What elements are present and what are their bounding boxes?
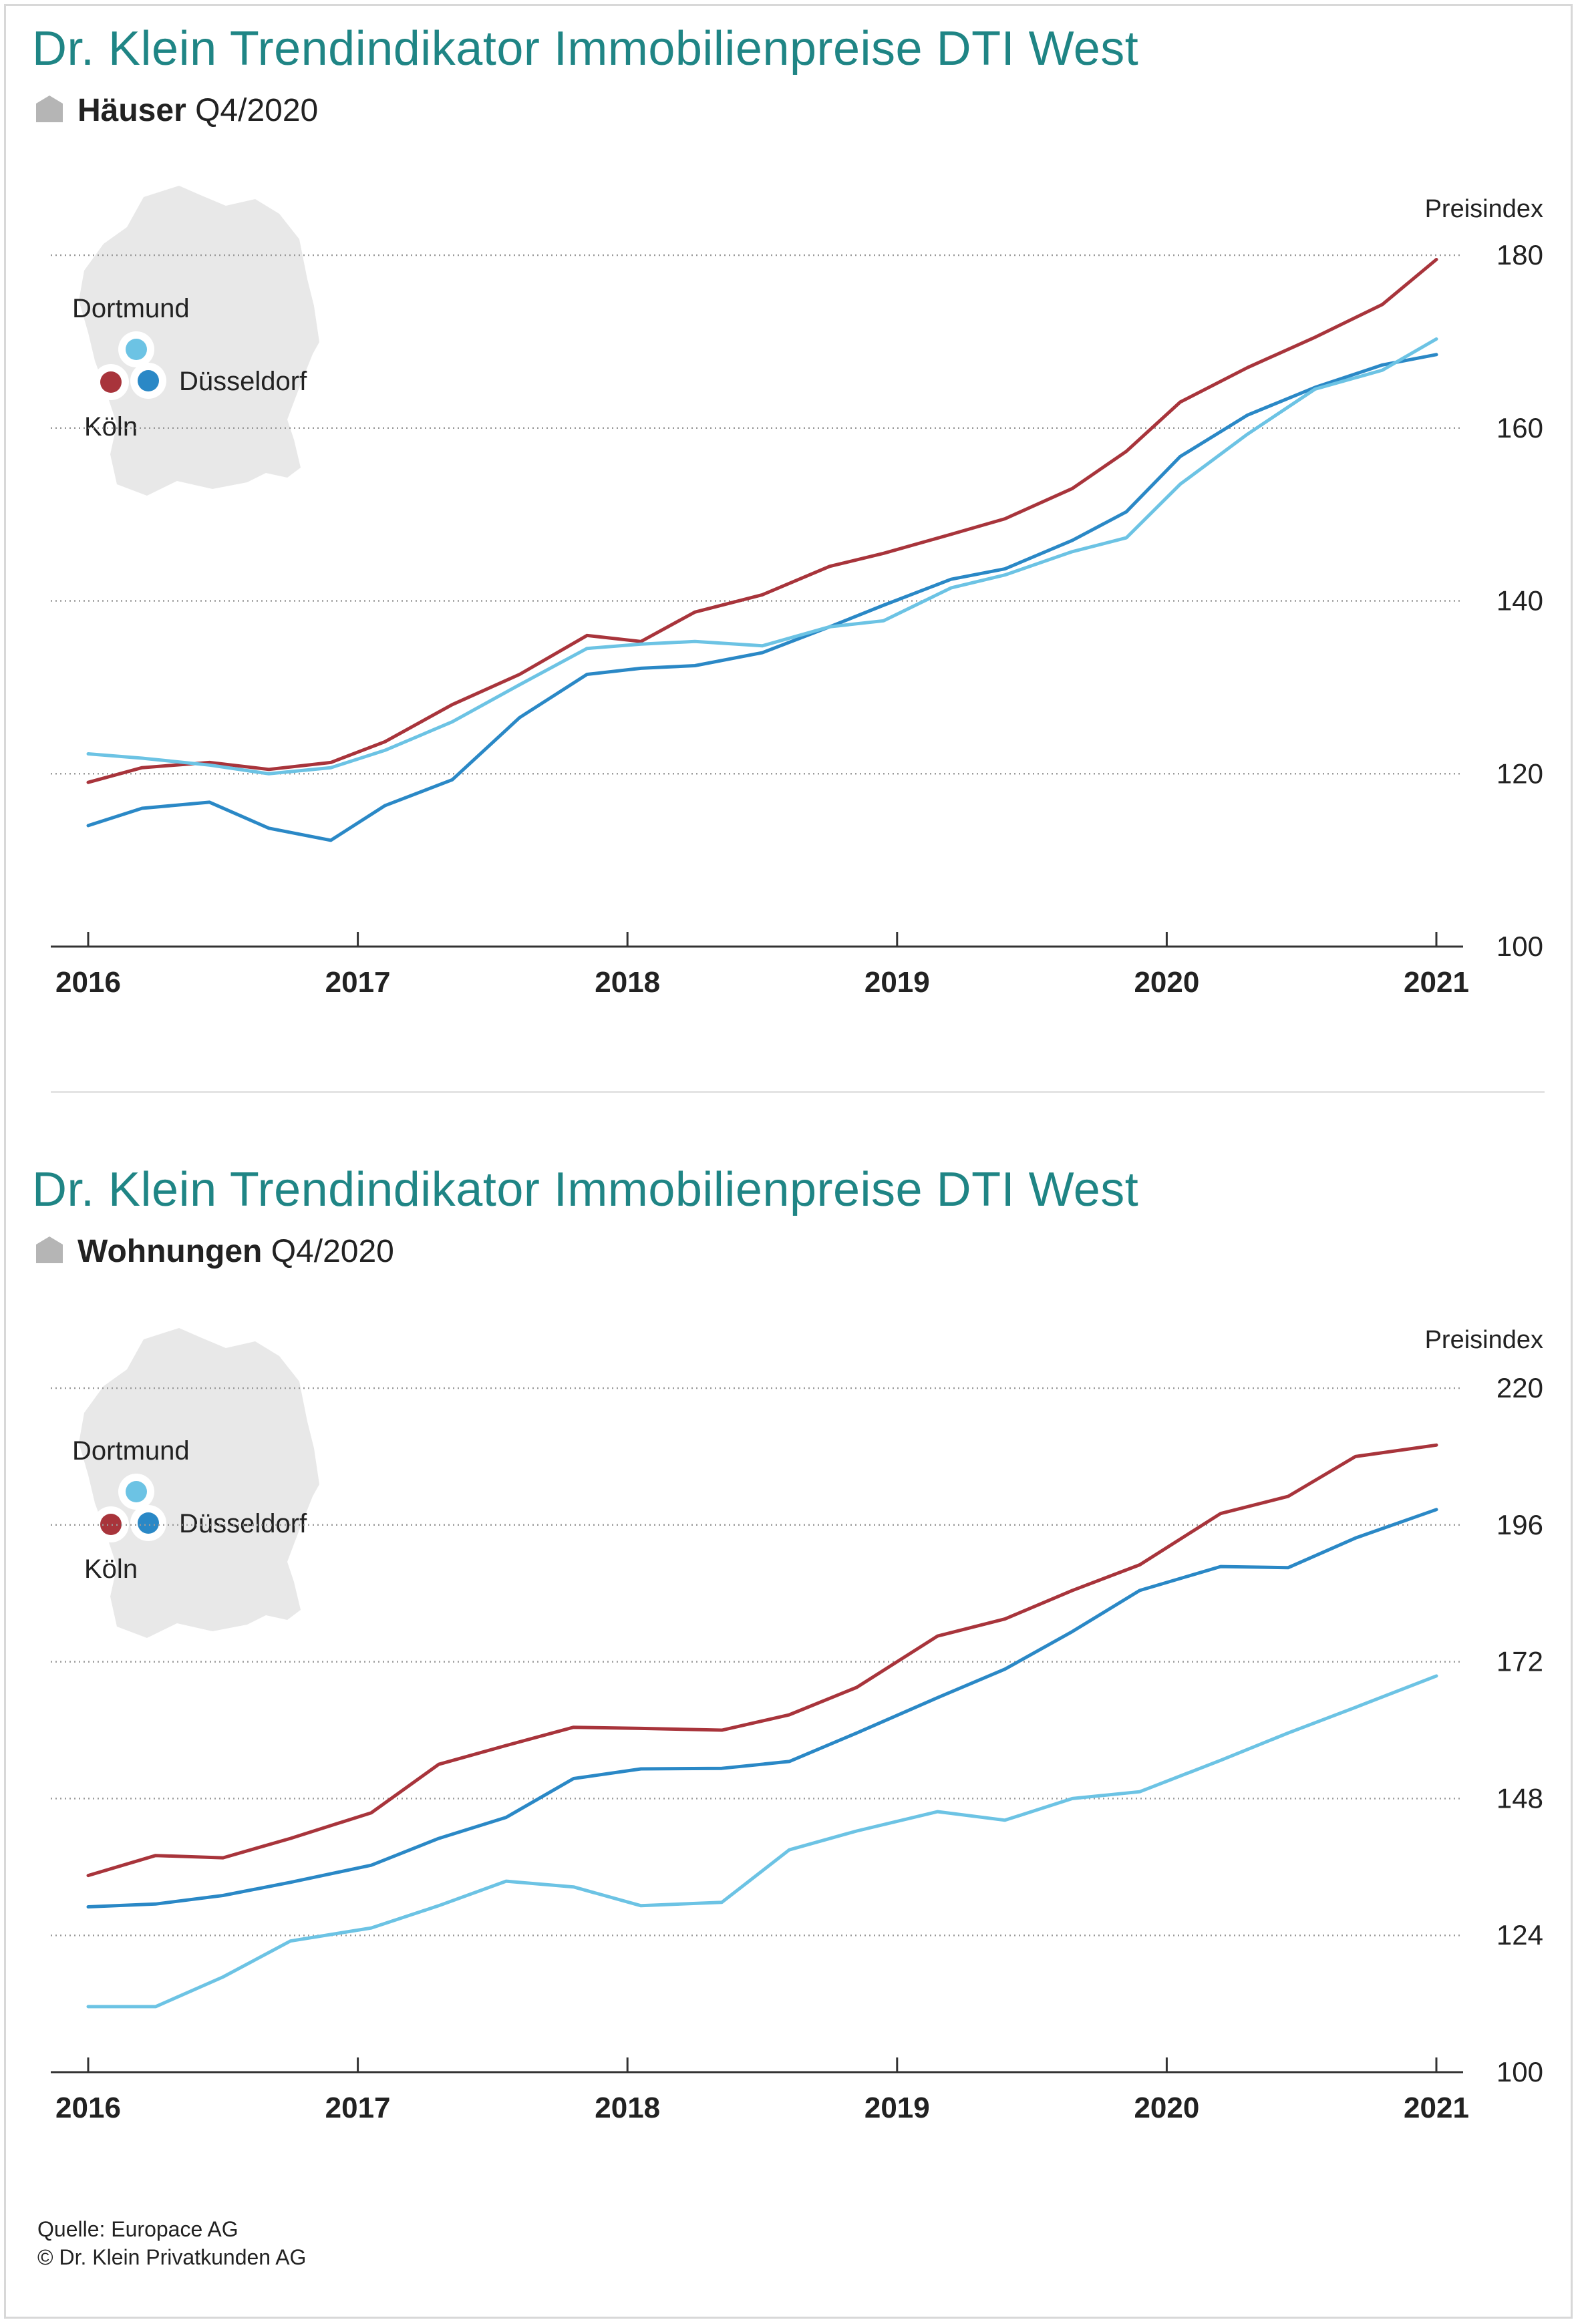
source-text: Quelle: Europace AG (37, 2217, 239, 2241)
y-tick-label: 196 (1496, 1509, 1543, 1540)
section-divider (51, 1091, 1545, 1093)
koeln-dot (100, 371, 122, 393)
x-tick-label: 2020 (1134, 966, 1199, 999)
chart-subtitle-houses: Häuser Q4/2020 (35, 92, 318, 129)
y-tick-label: 172 (1496, 1646, 1543, 1677)
subtitle-category: Wohnungen (77, 1234, 263, 1269)
subtitle-period: Q4/2020 (271, 1234, 394, 1269)
x-tick-label: 2019 (864, 2092, 930, 2124)
chart-houses: Dortmund Düsseldorf Köln Preisindex 100 1… (51, 186, 1543, 999)
city-legend-houses: Dortmund Düsseldorf Köln (72, 294, 307, 442)
x-tick-label: 2019 (864, 966, 930, 999)
legend-label-dortmund: Dortmund (72, 1436, 190, 1466)
chart-title-apartments: Dr. Klein Trendindikator Immobilienpreis… (32, 1163, 1139, 1216)
chart-subtitle-apartments: Wohnungen Q4/2020 (35, 1233, 394, 1270)
x-tick-label: 2021 (1404, 2092, 1469, 2124)
source-note: Quelle: Europace AG © Dr. Klein Privatku… (37, 2215, 306, 2271)
germany-map-shape (79, 186, 319, 496)
x-tick-label: 2018 (595, 2092, 660, 2124)
dortmund-dot (126, 339, 147, 360)
series-line-duesseldorf (86, 1508, 1438, 1908)
y-tick-label: 220 (1496, 1372, 1543, 1403)
germany-map-apartments (79, 1328, 319, 1638)
y-tick-label: 120 (1496, 758, 1543, 789)
legend-label-dortmund: Dortmund (72, 294, 190, 323)
y-axis-label: Preisindex (1425, 1326, 1543, 1354)
series-line-koeln (86, 1443, 1438, 1878)
y-tick-label: 100 (1496, 931, 1543, 962)
series-line-duesseldorf (86, 353, 1438, 842)
x-tick-label: 2016 (55, 966, 121, 999)
series-line-koeln (86, 258, 1438, 784)
y-axis-label: Preisindex (1425, 195, 1543, 223)
house-icon (36, 1236, 63, 1263)
y-tick-label: 140 (1496, 585, 1543, 617)
chart-apartments: Dortmund Düsseldorf Köln Preisindex 100 1… (51, 1326, 1543, 2124)
y-tick-label: 124 (1496, 1919, 1543, 1951)
legend-label-duesseldorf: Düsseldorf (179, 1509, 307, 1538)
x-tick-label: 2016 (55, 2092, 121, 2124)
y-tick-label: 100 (1496, 2056, 1543, 2088)
legend-label-koeln: Köln (84, 412, 138, 442)
legend-label-koeln: Köln (84, 1554, 138, 1584)
series-line-dortmund (86, 337, 1438, 776)
x-tick-label: 2021 (1404, 966, 1469, 999)
chart-title-houses: Dr. Klein Trendindikator Immobilienpreis… (32, 22, 1139, 75)
duesseldorf-dot (138, 1512, 159, 1534)
koeln-dot (100, 1514, 122, 1535)
subtitle-period: Q4/2020 (195, 93, 319, 128)
x-tick-label: 2017 (325, 2092, 391, 2124)
city-legend-apartments: Dortmund Düsseldorf Köln (72, 1436, 307, 1584)
x-tick-label: 2018 (595, 966, 660, 999)
y-tick-label: 180 (1496, 239, 1543, 271)
x-tick-label: 2017 (325, 966, 391, 999)
house-icon (36, 96, 63, 122)
subtitle-category: Häuser (77, 93, 186, 128)
x-tick-label: 2020 (1134, 2092, 1199, 2124)
germany-map-shape (79, 1328, 319, 1638)
duesseldorf-dot (138, 370, 159, 391)
copyright-text: © Dr. Klein Privatkunden AG (37, 2245, 307, 2269)
dortmund-dot (126, 1481, 147, 1502)
series-line-dortmund (86, 1674, 1438, 2009)
y-tick-label: 160 (1496, 412, 1543, 444)
germany-map-houses (79, 186, 319, 496)
y-tick-label: 148 (1496, 1782, 1543, 1814)
legend-label-duesseldorf: Düsseldorf (179, 367, 307, 396)
